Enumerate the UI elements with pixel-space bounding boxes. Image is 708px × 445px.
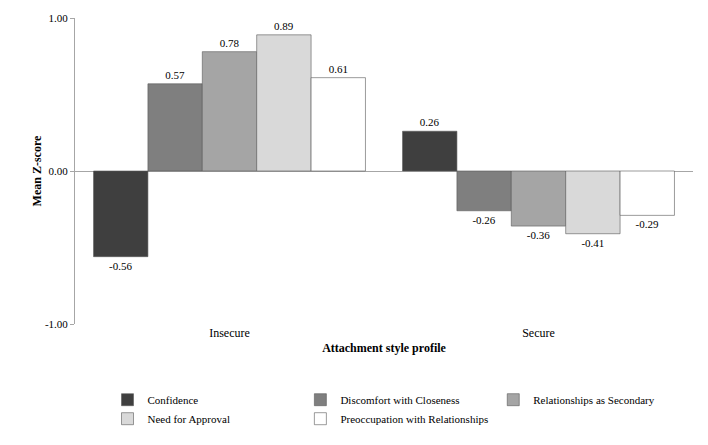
- svg-text:-0.29: -0.29: [636, 218, 659, 230]
- svg-text:0.57: 0.57: [165, 69, 185, 81]
- svg-text:-0.56: -0.56: [109, 260, 132, 272]
- svg-text:-1.00: -1.00: [45, 318, 68, 330]
- svg-text:Confidence: Confidence: [148, 394, 199, 406]
- svg-text:Preoccupation with Relationshi: Preoccupation with Relationships: [340, 413, 488, 425]
- svg-text:1.00: 1.00: [49, 12, 69, 24]
- svg-text:0.26: 0.26: [420, 116, 440, 128]
- svg-text:Secure: Secure: [522, 326, 555, 340]
- svg-text:Mean Z-score: Mean Z-score: [30, 135, 44, 206]
- svg-text:0.89: 0.89: [274, 20, 294, 32]
- svg-text:0.00: 0.00: [49, 165, 69, 177]
- svg-text:0.61: 0.61: [329, 63, 348, 75]
- svg-text:Need for Approval: Need for Approval: [148, 413, 230, 425]
- svg-text:Attachment style profile: Attachment style profile: [322, 341, 446, 355]
- svg-text:0.78: 0.78: [220, 37, 240, 49]
- svg-text:-0.36: -0.36: [527, 229, 550, 241]
- svg-text:-0.26: -0.26: [472, 214, 495, 226]
- svg-text:Insecure: Insecure: [209, 326, 250, 340]
- svg-text:Relationships as Secondary: Relationships as Secondary: [533, 394, 654, 406]
- svg-text:-0.41: -0.41: [581, 237, 604, 249]
- svg-text:Discomfort with Closeness: Discomfort with Closeness: [340, 394, 459, 406]
